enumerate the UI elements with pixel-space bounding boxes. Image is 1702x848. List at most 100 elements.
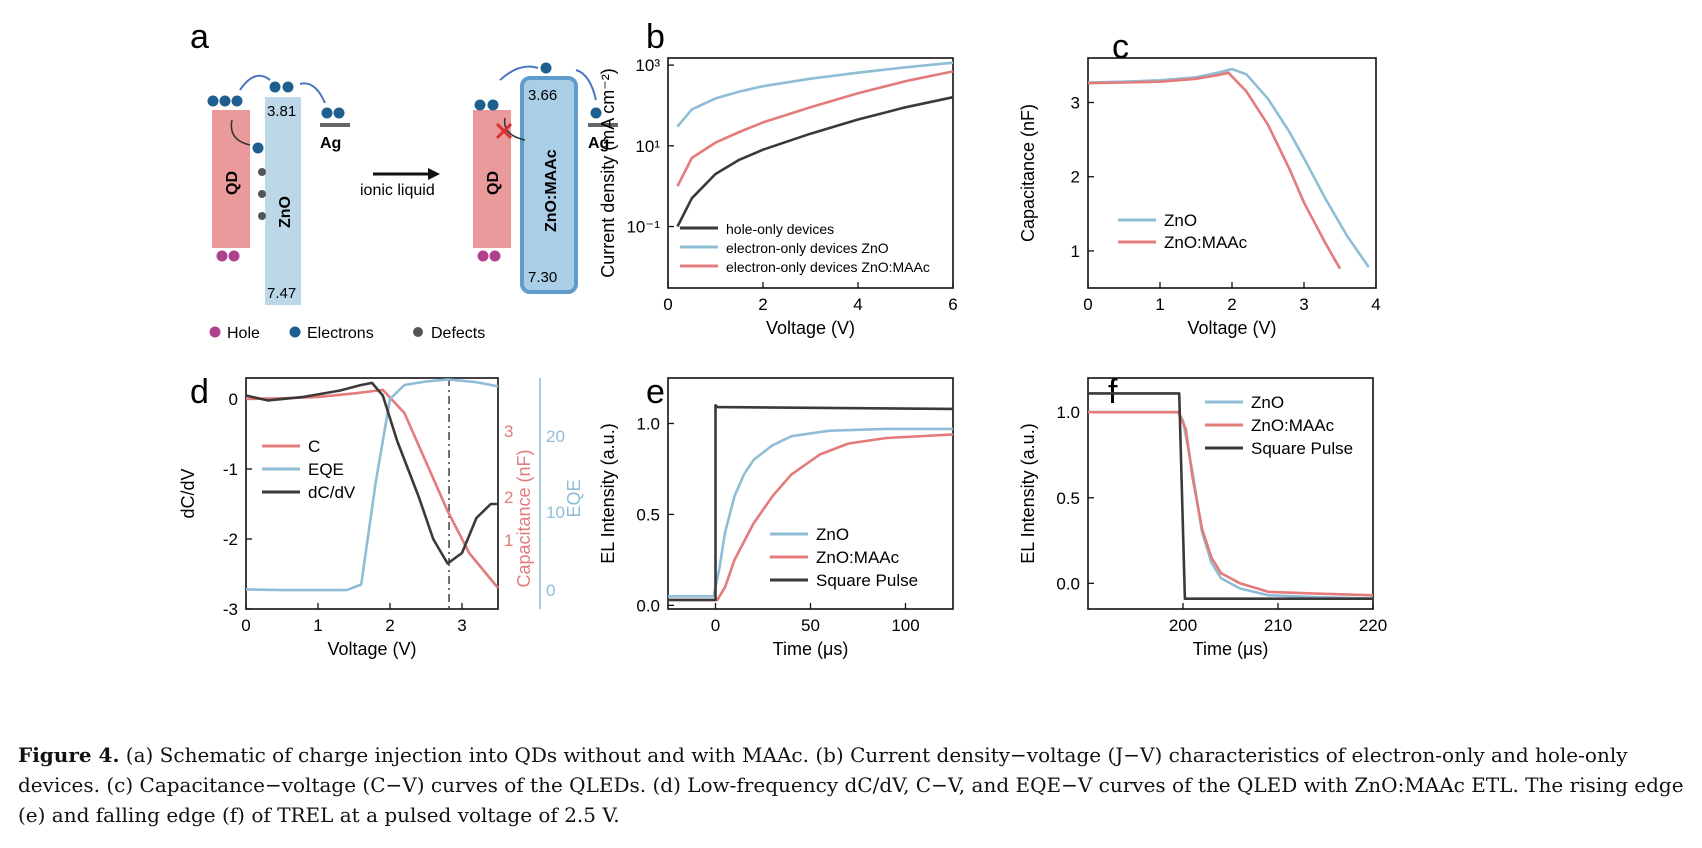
legend-label: ZnO: [1251, 393, 1284, 412]
x-tick-label: 0: [711, 616, 720, 635]
series-line: [245, 388, 500, 589]
transfer-arrow-left: [230, 119, 251, 146]
y-tick-label: 1.0: [636, 414, 660, 433]
legend-label: ZnO:MAAc: [1164, 233, 1248, 252]
x-tick-label: 1: [1155, 295, 1164, 314]
chart-b: 0 2 4 6 10⁻¹ 10¹ 10³ Voltage (V) Current density…: [598, 56, 958, 338]
x-axis-label: Time (μs): [1193, 639, 1269, 659]
schematic-panel-a: QD ZnO 3.81 7.47 Ag ionic liquid QD ZnO:…: [207, 62, 618, 342]
series-line: [668, 403, 954, 602]
legend-hole-label: Hole: [227, 325, 260, 342]
x-tick-label: 2: [385, 616, 394, 635]
injection-arrow-left-2: [299, 82, 326, 104]
panel-letter-b: b: [646, 18, 665, 56]
blocked-x-icon: [495, 122, 513, 140]
blocked-transfer-arrow: [503, 117, 526, 141]
y-tick-label: 0.0: [636, 596, 660, 615]
maac-cb-value: 3.66: [528, 87, 557, 104]
eqe-axis-label: EQE: [564, 479, 584, 517]
x-axis-label: Voltage (V): [327, 639, 416, 659]
zno-bar: [265, 97, 301, 305]
caption-label: Figure 4.: [18, 743, 120, 767]
qd-label-right: QD: [485, 171, 502, 195]
panel-letter-e: e: [646, 373, 665, 411]
panel-letter-f: f: [1108, 373, 1118, 411]
eqe-tick-label: 10: [546, 503, 565, 522]
eqe-tick-label: 20: [546, 427, 565, 446]
zno-label: ZnO: [277, 196, 294, 228]
legend-label: ZnO:MAAc: [816, 548, 900, 567]
y-tick-label: 1.0: [1056, 403, 1080, 422]
zno-maac-bar: [520, 76, 578, 294]
y-tick-label: 10³: [635, 56, 660, 75]
x-tick-label: 3: [457, 616, 466, 635]
x-tick-label: 210: [1264, 616, 1292, 635]
panel-letter-c: c: [1112, 28, 1129, 66]
series-line: [245, 381, 498, 565]
legend-defect-label: Defects: [431, 325, 485, 342]
x-tick-label: 0: [1083, 295, 1092, 314]
series-line: [668, 427, 953, 598]
series-line: [676, 70, 954, 187]
legend-label: hole-only devices: [726, 221, 834, 237]
legend-label: electron-only devices ZnO:MAAc: [726, 259, 930, 275]
electrons-right: [474, 62, 602, 119]
maac-vb-value: 7.30: [528, 269, 557, 286]
legend-hole-marker: [209, 326, 221, 338]
legend-defect-marker: [413, 327, 423, 337]
chart-f: 200 210 220 0.0 0.5 1.0 Time (μs) EL Intensity …: [1018, 377, 1387, 659]
plot-frame: [245, 377, 499, 610]
x-tick-label: 0: [241, 616, 250, 635]
x-tick-label: 200: [1169, 616, 1197, 635]
y-axis-label: Current density (mA cm⁻²): [598, 68, 618, 278]
holes-left: [216, 250, 240, 262]
legend-label: ZnO: [816, 525, 849, 544]
y-tick-label: 2: [1071, 168, 1080, 187]
series-line: [1087, 67, 1370, 268]
process-arrow-head: [428, 168, 440, 180]
series-line: [668, 433, 954, 602]
legend-electron-label: Electrons: [307, 325, 374, 342]
x-tick-label: 3: [1299, 295, 1308, 314]
legend-label: ZnO: [1164, 211, 1197, 230]
zno-vb-value: 7.47: [267, 285, 296, 302]
x-tick-label: 4: [1371, 295, 1380, 314]
y-tick-label: -1: [223, 460, 238, 479]
caption-text: (a) Schematic of charge injection into Q…: [18, 743, 1684, 827]
qd-bar-left: [212, 110, 250, 248]
injection-arrow-left-1: [239, 74, 271, 91]
right-axis-label: Capacitance (nF): [514, 449, 534, 587]
x-tick-label: 4: [853, 295, 862, 314]
zno-maac-label: ZnO:MAAc: [543, 149, 560, 232]
panel-letter-d: d: [190, 373, 209, 411]
ag-label-left: Ag: [320, 135, 341, 152]
figure: a b c d e f QD ZnO 3.81 7.47 Ag ionic li…: [178, 18, 1387, 659]
chart-e: 0 50 100 0.0 0.5 1.0 Time (μs) EL Intensity (a.…: [598, 377, 954, 659]
legend-label: C: [308, 437, 320, 456]
y-axis-label: Capacitance (nF): [1018, 104, 1038, 242]
series-line: [676, 61, 954, 128]
defects-icons: [258, 168, 266, 220]
eqe-tick-label: 0: [546, 581, 555, 600]
legend-label: dC/dV: [308, 483, 356, 502]
plot-frame: [1087, 377, 1374, 610]
figure-caption: Figure 4. (a) Schematic of charge inject…: [18, 740, 1688, 830]
legend-label: EQE: [308, 460, 344, 479]
y-tick-label: 1: [1071, 242, 1080, 261]
x-tick-label: 0: [663, 295, 672, 314]
right-tick-label: 3: [504, 422, 513, 441]
y-tick-label: 0.5: [1056, 489, 1080, 508]
series-line: [1088, 392, 1373, 601]
qd-label-left: QD: [224, 171, 241, 195]
series-line: [1087, 71, 1342, 270]
x-tick-label: 6: [948, 295, 957, 314]
series-line: [676, 95, 954, 228]
right-tick-label: 1: [504, 531, 513, 550]
y-tick-label: 0: [229, 390, 238, 409]
y-tick-label: 10⁻¹: [626, 218, 660, 237]
injection-arrow-right-1: [499, 65, 539, 81]
y-tick-label: 10¹: [635, 137, 660, 156]
x-tick-label: 220: [1359, 616, 1387, 635]
y-tick-label: -2: [223, 530, 238, 549]
